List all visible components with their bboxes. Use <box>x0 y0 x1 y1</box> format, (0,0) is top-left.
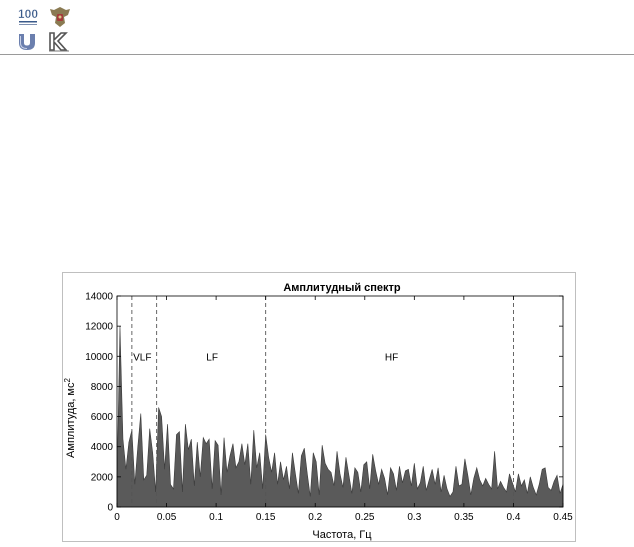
band-label-lf: LF <box>206 352 218 363</box>
spectrum-area <box>116 326 564 508</box>
y-axis-label: Амплитуда, мс2 <box>63 378 77 458</box>
spectrum-chart: Амплитудный спектр VLF LF HF 0 0.05 0.1 0.15 0.… <box>62 272 576 542</box>
x-axis-label: Частота, Гц <box>312 529 372 541</box>
chart-svg: Амплитудный спектр VLF LF HF 0 0.05 0.1 0.15 0.… <box>62 272 576 542</box>
x-tick-label: 0.2 <box>308 512 322 523</box>
y-tick-label: 0 <box>107 503 113 514</box>
y-axis-label-text: Амплитуда, мс <box>65 382 77 458</box>
x-tick-label: 0 <box>114 512 120 523</box>
header-divider <box>0 54 634 55</box>
svg-text:100: 100 <box>18 7 38 21</box>
page-header: 100 <box>0 0 634 56</box>
y-axis-label-superscript: 2 <box>63 378 72 383</box>
x-tick-label: 0.3 <box>407 512 421 523</box>
y-tick-label: 12000 <box>85 322 113 333</box>
x-tick-label: 0.35 <box>454 512 474 523</box>
x-tick-label: 0.4 <box>506 512 520 523</box>
x-tick-label: 0.45 <box>553 512 573 523</box>
anniversary-100-logo: 100 <box>18 7 38 25</box>
y-tick-label: 6000 <box>91 412 114 423</box>
plot-axes-box <box>116 295 564 508</box>
y-tick-label: 4000 <box>91 442 114 453</box>
y-tick-label: 2000 <box>91 472 114 483</box>
x-tick-label: 0.25 <box>355 512 375 523</box>
x-tick-label: 0.05 <box>157 512 177 523</box>
k-emblem-logo <box>49 32 69 52</box>
x-tick-label: 0.1 <box>209 512 223 523</box>
band-label-vlf: VLF <box>133 352 151 363</box>
y-tick-label: 10000 <box>85 352 113 363</box>
university-u-logo <box>19 34 35 50</box>
coat-of-arms-logo <box>50 7 70 27</box>
band-label-hf: HF <box>385 352 398 363</box>
y-tick-label: 14000 <box>85 292 113 303</box>
x-tick-label: 0.15 <box>256 512 276 523</box>
chart-title: Амплитудный спектр <box>283 282 401 294</box>
figure-border <box>62 272 576 542</box>
y-tick-label: 8000 <box>91 382 114 393</box>
